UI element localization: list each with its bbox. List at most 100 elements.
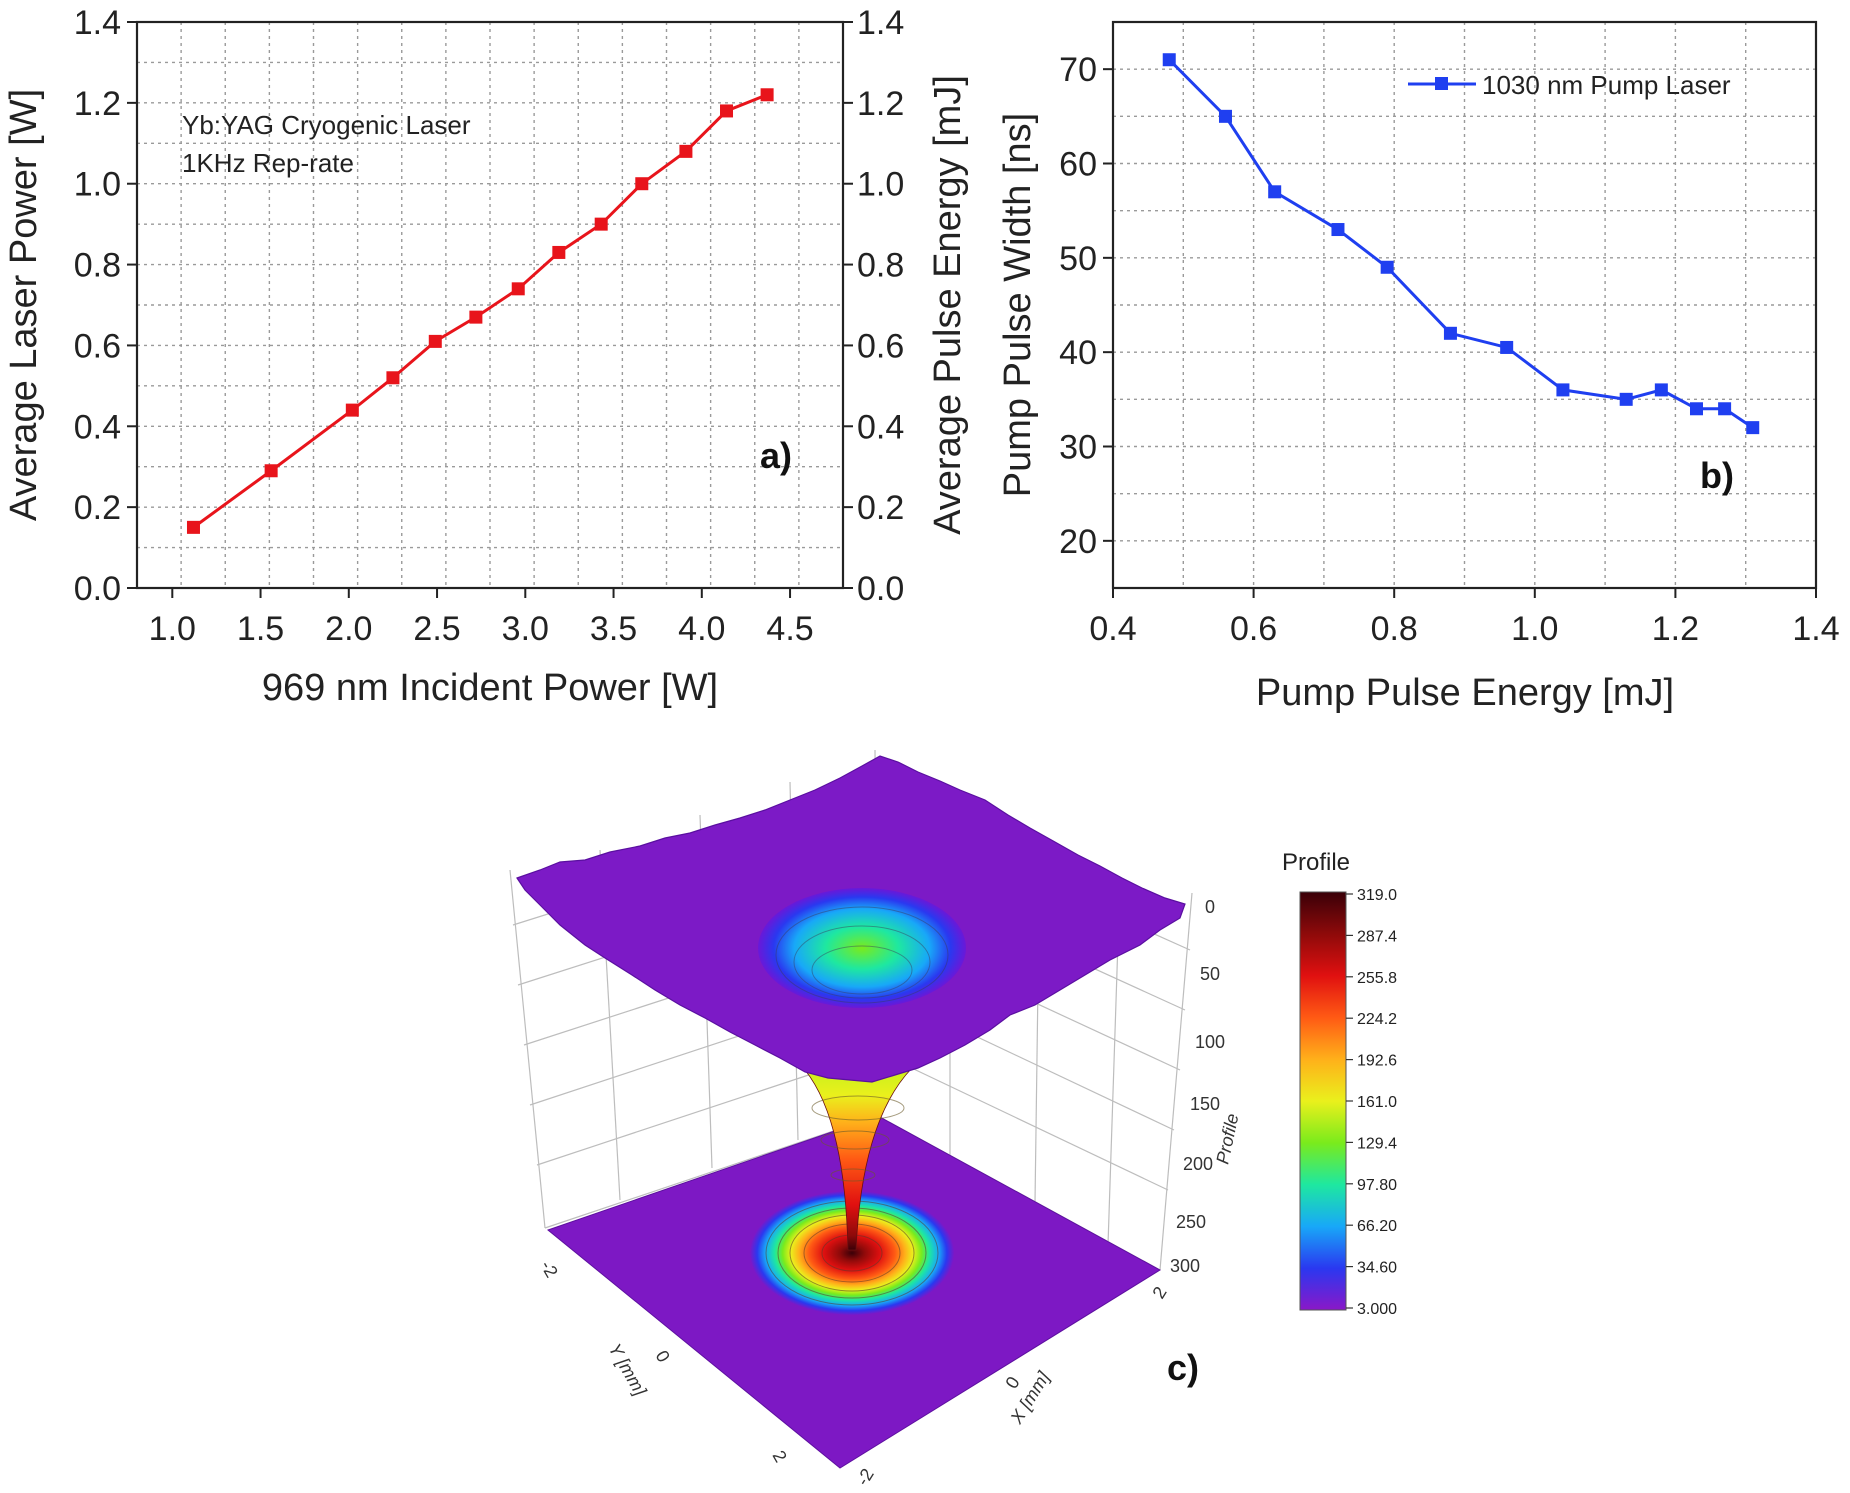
chart-a-ytick-label: 0.8 bbox=[74, 247, 121, 285]
chart-a-data-point bbox=[469, 310, 483, 324]
chart-c-ytick-0: -2 bbox=[537, 1257, 562, 1281]
chart-a-xtick-label: 2.0 bbox=[325, 610, 372, 648]
chart-b-ytick-label: 40 bbox=[1059, 334, 1097, 372]
chart-a-y2tick-label: 1.0 bbox=[857, 166, 904, 204]
chart-a-xtick-label: 4.0 bbox=[678, 610, 725, 648]
chart-b-ytick-label: 30 bbox=[1059, 429, 1097, 467]
chart-a-ylabel: Average Laser Power [W] bbox=[3, 89, 45, 521]
chart-c-colorbar-tick-label: 161.0 bbox=[1357, 1094, 1397, 1111]
chart-a-grid bbox=[137, 22, 843, 588]
chart-b-frame bbox=[1111, 20, 1818, 590]
chart-b-xtick-label: 1.4 bbox=[1792, 610, 1839, 648]
chart-c-colorbar-tick-label: 129.4 bbox=[1357, 1135, 1397, 1152]
chart-b-data-point bbox=[1380, 260, 1394, 274]
chart-b-xtick-label: 1.2 bbox=[1652, 610, 1699, 648]
chart-c-ztick-4: 200 bbox=[1183, 1154, 1213, 1174]
chart-a-data-point bbox=[386, 371, 400, 385]
chart-a-y2tick-label: 1.2 bbox=[857, 85, 904, 123]
chart-b-legend-marker bbox=[1435, 77, 1448, 90]
chart-b-data-point bbox=[1718, 402, 1732, 416]
chart-c-colorbar-tick-label: 255.8 bbox=[1357, 970, 1397, 987]
chart-b-data-point bbox=[1654, 383, 1668, 397]
chart-c-ztick-5: 250 bbox=[1176, 1212, 1206, 1232]
chart-a-y2tick-label: 0.8 bbox=[857, 247, 904, 285]
chart-b-ylabel: Pump Pulse Width [ns] bbox=[997, 113, 1039, 497]
chart-a-y2tick-label: 0.2 bbox=[857, 489, 904, 527]
chart-a-data-point bbox=[511, 282, 525, 296]
chart-c-ztick-6: 300 bbox=[1170, 1256, 1200, 1276]
chart-c-colorbar-tick-label: 319.0 bbox=[1357, 887, 1397, 904]
chart-b-data-point bbox=[1619, 392, 1633, 406]
chart-b-xlabel: Pump Pulse Energy [mJ] bbox=[1256, 672, 1674, 714]
chart-c-surface-cone bbox=[804, 1067, 913, 1251]
chart-b-grid bbox=[1113, 22, 1816, 588]
chart-b-data-point bbox=[1331, 223, 1345, 237]
chart-a-xtick-label: 1.0 bbox=[149, 610, 196, 648]
chart-a-xtick-label: 1.5 bbox=[237, 610, 284, 648]
chart-a-xtick-label: 3.0 bbox=[502, 610, 549, 648]
chart-b-data-point bbox=[1500, 340, 1514, 354]
chart-b-data-point bbox=[1162, 53, 1176, 67]
chart-c-colorbar-tick-label: 192.6 bbox=[1357, 1053, 1397, 1070]
chart-a-xtick-label: 4.5 bbox=[766, 610, 813, 648]
chart-a-data-point bbox=[264, 464, 278, 478]
chart-a-ytick-label: 1.4 bbox=[74, 4, 121, 42]
chart-a-ytick-label: 0.2 bbox=[74, 489, 121, 527]
chart-c-ztick-3: 150 bbox=[1190, 1094, 1220, 1114]
chart-c-cone-contours bbox=[811, 1095, 905, 1182]
chart-c-ytick-2: 2 bbox=[769, 1447, 791, 1466]
chart-a-y2label: Average Pulse Energy [mJ] bbox=[927, 75, 969, 535]
chart-c: 0 50 100 150 200 250 300 Profile -2 0 2 … bbox=[509, 749, 1397, 1489]
chart-a-panel-label: a) bbox=[760, 435, 792, 476]
chart-c-colorbar-tick-label: 34.60 bbox=[1357, 1260, 1397, 1277]
chart-c-colorbar-tick-label: 3.000 bbox=[1357, 1301, 1397, 1318]
chart-b-ytick-label: 50 bbox=[1059, 240, 1097, 278]
chart-a-data-point bbox=[760, 88, 774, 102]
chart-b-panel-label: b) bbox=[1700, 455, 1734, 496]
chart-a-data-point bbox=[552, 245, 566, 259]
chart-a-ytick-label: 1.0 bbox=[74, 166, 121, 204]
chart-c-xtick-2: 2 bbox=[1148, 1283, 1170, 1302]
chart-b-xtick-label: 0.6 bbox=[1230, 610, 1277, 648]
chart-b-series bbox=[1162, 53, 1760, 435]
chart-b: 0.4 0.6 0.8 1.0 1.2 1.4 20 30 40 50 60 70 1030 nm P… bbox=[997, 20, 1840, 714]
chart-c-colorbar-tick-label: 97.80 bbox=[1357, 1177, 1397, 1194]
chart-c-floor-contour bbox=[750, 1191, 954, 1315]
chart-c-colorbar-title: Profile bbox=[1282, 849, 1350, 876]
chart-a-xtick-label: 3.5 bbox=[590, 610, 637, 648]
chart-a-y2tick-label: 1.4 bbox=[857, 4, 904, 42]
chart-b-xtick-label: 0.4 bbox=[1089, 610, 1136, 648]
chart-c-colorbar-tick-label: 287.4 bbox=[1357, 928, 1397, 945]
chart-c-zlabel: Profile bbox=[1212, 1112, 1242, 1166]
chart-c-ztick-0: 0 bbox=[1205, 897, 1215, 917]
chart-c-ztick-2: 100 bbox=[1195, 1032, 1225, 1052]
chart-c-ytick-1: 0 bbox=[652, 1347, 674, 1366]
chart-a-data-point bbox=[720, 104, 734, 118]
chart-a-ytick-label: 0.4 bbox=[74, 408, 121, 446]
chart-c-colorbar-tick-label: 66.20 bbox=[1357, 1218, 1397, 1235]
chart-a-ytick-label: 0.0 bbox=[74, 570, 121, 608]
chart-c-colorbar-tick-label: 224.2 bbox=[1357, 1011, 1397, 1028]
chart-b-xtick-label: 0.8 bbox=[1371, 610, 1418, 648]
chart-b-legend: 1030 nm Pump Laser bbox=[1408, 70, 1731, 100]
chart-a-y2tick-label: 0.4 bbox=[857, 408, 904, 446]
chart-b-ytick-label: 60 bbox=[1059, 146, 1097, 184]
chart-b-legend-label: 1030 nm Pump Laser bbox=[1482, 70, 1731, 100]
chart-b-data-point bbox=[1443, 326, 1457, 340]
chart-c-colorbar bbox=[1299, 891, 1347, 1311]
chart-a-data-point bbox=[428, 334, 442, 348]
chart-a-series bbox=[186, 88, 774, 534]
chart-a-y2tick-label: 0.0 bbox=[857, 570, 904, 608]
chart-c-ylabel: Y [mm] bbox=[605, 1340, 651, 1400]
chart-c-surface-well-contours bbox=[775, 906, 949, 1004]
chart-b-ticks: 0.4 0.6 0.8 1.0 1.2 1.4 20 30 40 50 60 70 bbox=[1059, 51, 1839, 648]
chart-b-data-point bbox=[1218, 109, 1232, 123]
chart-b-ytick-label: 70 bbox=[1059, 51, 1097, 89]
chart-a-xtick-label: 2.5 bbox=[413, 610, 460, 648]
chart-a-data-point bbox=[594, 217, 608, 231]
chart-b-data-point bbox=[1268, 185, 1282, 199]
chart-c-ztick-1: 50 bbox=[1200, 964, 1220, 984]
chart-b-ytick-label: 20 bbox=[1059, 523, 1097, 561]
chart-a-xlabel: 969 nm Incident Power [W] bbox=[262, 667, 718, 709]
chart-c-xlabel: X [mm] bbox=[1006, 1367, 1054, 1428]
